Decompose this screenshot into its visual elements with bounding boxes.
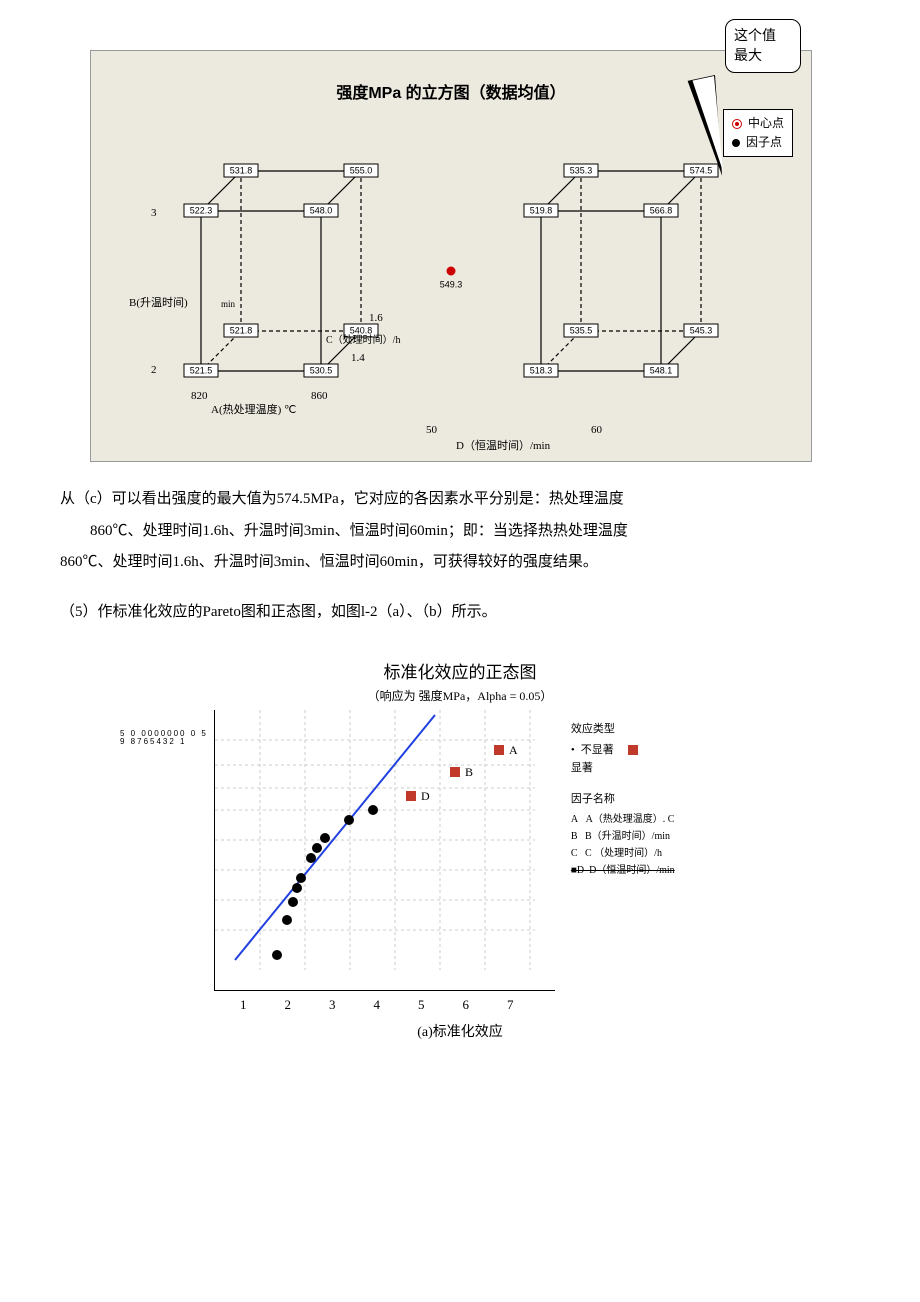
- normal-plot-xticks: 1 2 3 4 5 6 7: [240, 997, 800, 1013]
- normal-plot-svg: D B A: [214, 710, 555, 991]
- normal-plot-subtitle: （响应为 强度MPa，Alpha = 0.05）: [120, 687, 800, 704]
- axis-b-low: 2: [151, 364, 157, 376]
- node-ltbl: 531.8: [230, 165, 253, 175]
- axis-a-label: A(热处理温度) ℃: [211, 402, 296, 416]
- legend-notsig-label: 不显著: [581, 741, 614, 760]
- center-point-marker: [447, 267, 455, 275]
- step-5-text: （5）作标准化效应的Pareto图和正态图，如图l-2（a）、（b）所示。: [60, 597, 860, 629]
- normal-plot-notsig-points: [272, 805, 378, 960]
- axis-d-high: 60: [591, 424, 603, 436]
- xtick-7: 7: [507, 997, 514, 1013]
- xtick-4: 4: [374, 997, 381, 1013]
- node-lbbl: 521.8: [230, 325, 253, 335]
- xtick-2: 2: [285, 997, 292, 1013]
- axis-d-low: 50: [426, 424, 438, 436]
- body-line-3: 860℃、处理时间1.6h、升温时间3min、恒温时间60min，可获得较好的强…: [60, 554, 598, 570]
- axis-c-high: 1.6: [369, 312, 383, 324]
- axis-a-low: 820: [191, 390, 208, 402]
- normal-plot-fit-line: [235, 715, 435, 960]
- node-rtbr: 574.5: [690, 165, 713, 175]
- node-ltbr: 555.0: [350, 165, 373, 175]
- xtick-1: 1: [240, 997, 247, 1013]
- svg-text:A: A: [509, 743, 518, 757]
- body-line-2: 860℃、处理时间1.6h、升温时间3min、恒温时间60min；即：当选择热热…: [60, 516, 860, 548]
- legend-sig-icon-inline: [628, 745, 638, 755]
- axis-d-label: D（恒温时间）/min: [456, 439, 551, 451]
- node-lbbr: 540.8: [350, 325, 373, 335]
- body-paragraph: 从（c）可以看出强度的最大值为574.5MPa，它对应的各因素水平分别是：热处理…: [60, 484, 860, 579]
- node-rbfr: 548.1: [650, 365, 673, 375]
- axis-b-high: 3: [151, 207, 157, 219]
- node-rtbl: 535.3: [570, 165, 593, 175]
- callout-text: 这个值 最大: [734, 27, 776, 63]
- normal-plot-title: 标准化效应的正态图: [120, 658, 800, 683]
- cube-plot-figure: 这个值 最大 强度MPa 的立方图（数据均值） 中心点 因子点: [90, 50, 812, 462]
- xtick-3: 3: [329, 997, 336, 1013]
- xtick-5: 5: [418, 997, 425, 1013]
- svg-text:B: B: [465, 765, 473, 779]
- axis-b-label: B(升温时间): [129, 296, 188, 309]
- normal-plot-yticks: 5 0 0000000 0 5 9 8765432 1: [120, 730, 208, 746]
- legend-factor-list: A A（热处理温度）. CB B（升温时间）/minC C （处理时间）/h■D…: [571, 811, 675, 879]
- normal-plot-caption: (a)标准化效应: [120, 1021, 800, 1041]
- axis-b-unit: min: [221, 299, 236, 309]
- center-point-value: 549.3: [440, 279, 463, 289]
- node-lbfl: 521.5: [190, 365, 213, 375]
- node-rbbl: 535.5: [570, 325, 593, 335]
- cube-plot-title: 强度MPa 的立方图（数据均值）: [91, 79, 811, 103]
- node-rtfl: 519.8: [530, 205, 553, 215]
- xtick-6: 6: [463, 997, 470, 1013]
- node-lbfr: 530.5: [310, 365, 333, 375]
- node-rbbr: 545.3: [690, 325, 713, 335]
- node-ltfl: 522.3: [190, 205, 213, 215]
- legend-sig-label: 显著: [571, 759, 593, 778]
- node-rtfr: 566.8: [650, 205, 673, 215]
- cube-svg: 521.5 530.5 521.8 540.8 522.3 548.0 531.…: [121, 111, 801, 451]
- axis-a-high: 860: [311, 390, 328, 402]
- normal-plot-sig-points: D B A: [406, 743, 518, 803]
- node-rbfl: 518.3: [530, 365, 553, 375]
- legend-factor-header: 因子名称: [571, 790, 675, 809]
- axis-c-label: C（处理时间）/h: [326, 333, 400, 346]
- normal-plot-legend: 效应类型 • 不显著 显著 因子名称 A A（热处理温度）. CB B（升温时间）…: [571, 720, 675, 879]
- node-ltfr: 548.0: [310, 205, 333, 215]
- body-line-1: 从（c）可以看出强度的最大值为574.5MPa，它对应的各因素水平分别是：热处理…: [60, 491, 624, 507]
- legend-type-header: 效应类型: [571, 720, 675, 739]
- svg-text:D: D: [421, 789, 430, 803]
- legend-notsig-bullet: •: [571, 741, 575, 760]
- normal-plot-figure: 标准化效应的正态图 （响应为 强度MPa，Alpha = 0.05） 5 0 0…: [120, 658, 800, 1041]
- axis-c-low: 1.4: [351, 352, 365, 364]
- callout-box: 这个值 最大: [725, 19, 801, 73]
